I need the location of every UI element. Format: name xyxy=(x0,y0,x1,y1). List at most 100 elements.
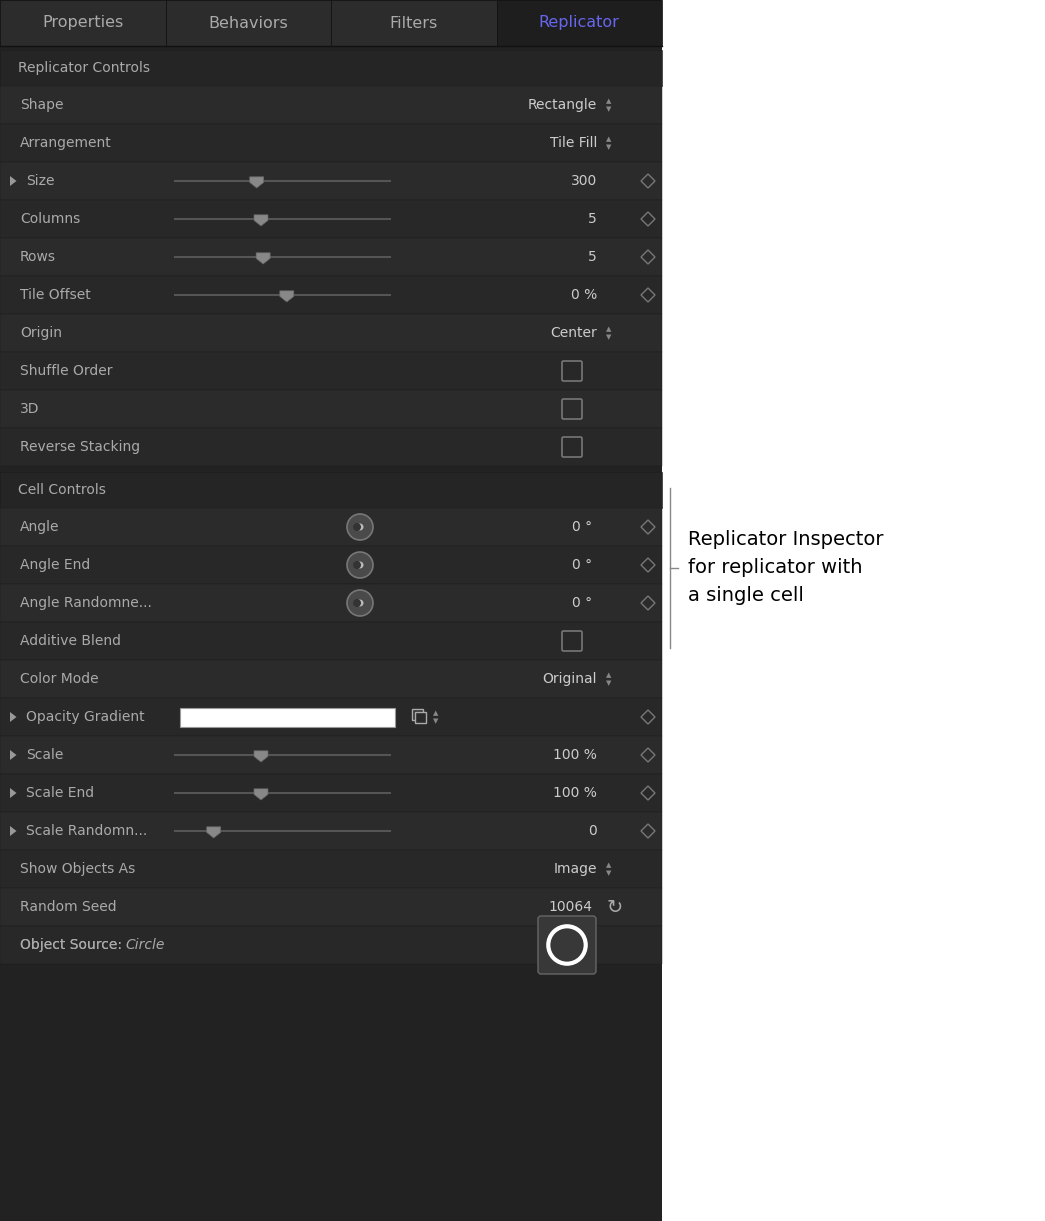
FancyBboxPatch shape xyxy=(412,708,423,719)
Polygon shape xyxy=(10,825,17,836)
Text: 3D: 3D xyxy=(20,402,40,416)
Text: Center: Center xyxy=(551,326,597,339)
FancyBboxPatch shape xyxy=(0,698,661,736)
FancyBboxPatch shape xyxy=(331,0,496,46)
Polygon shape xyxy=(280,291,294,302)
FancyBboxPatch shape xyxy=(0,85,661,125)
Text: Origin: Origin xyxy=(20,326,62,339)
Polygon shape xyxy=(207,827,220,838)
Text: Rows: Rows xyxy=(20,250,56,264)
FancyBboxPatch shape xyxy=(0,238,661,276)
Text: Color Mode: Color Mode xyxy=(20,672,98,686)
FancyBboxPatch shape xyxy=(0,736,661,774)
Text: Replicator Controls: Replicator Controls xyxy=(18,61,150,74)
FancyBboxPatch shape xyxy=(0,584,661,621)
Text: Scale: Scale xyxy=(26,748,64,762)
FancyBboxPatch shape xyxy=(0,314,661,352)
Text: Object Source:: Object Source: xyxy=(20,938,126,952)
FancyBboxPatch shape xyxy=(415,712,426,723)
Circle shape xyxy=(347,552,373,578)
FancyBboxPatch shape xyxy=(0,50,661,85)
FancyBboxPatch shape xyxy=(538,916,596,974)
FancyBboxPatch shape xyxy=(0,0,165,46)
Text: ↻: ↻ xyxy=(607,897,623,917)
Polygon shape xyxy=(254,751,268,762)
Text: Original: Original xyxy=(542,672,597,686)
Polygon shape xyxy=(10,176,17,186)
FancyBboxPatch shape xyxy=(0,276,661,314)
Text: Random Seed: Random Seed xyxy=(20,900,117,915)
FancyBboxPatch shape xyxy=(0,546,661,584)
Text: ▲: ▲ xyxy=(434,709,439,716)
FancyBboxPatch shape xyxy=(0,661,661,698)
Text: Angle: Angle xyxy=(20,520,60,534)
Text: ▲: ▲ xyxy=(606,862,611,868)
Text: Columns: Columns xyxy=(20,212,80,226)
Text: ▲: ▲ xyxy=(606,672,611,678)
Text: Scale Randomn...: Scale Randomn... xyxy=(26,824,147,838)
FancyBboxPatch shape xyxy=(0,850,661,888)
FancyBboxPatch shape xyxy=(0,888,661,926)
Circle shape xyxy=(356,524,364,530)
FancyBboxPatch shape xyxy=(0,352,661,389)
Circle shape xyxy=(353,560,361,569)
Text: Replicator: Replicator xyxy=(539,16,620,31)
Text: ▲: ▲ xyxy=(606,98,611,104)
FancyBboxPatch shape xyxy=(0,926,661,965)
FancyBboxPatch shape xyxy=(0,774,661,812)
Text: Arrangement: Arrangement xyxy=(20,136,112,150)
Polygon shape xyxy=(10,750,17,759)
Text: ▲: ▲ xyxy=(606,326,611,332)
Text: Opacity Gradient: Opacity Gradient xyxy=(26,709,144,724)
Text: Cell Controls: Cell Controls xyxy=(18,484,106,497)
Text: 0 %: 0 % xyxy=(571,288,597,302)
FancyBboxPatch shape xyxy=(0,0,661,1221)
Text: ▼: ▼ xyxy=(606,680,611,686)
FancyBboxPatch shape xyxy=(661,0,1045,1221)
Polygon shape xyxy=(250,177,263,188)
Text: Angle Randomne...: Angle Randomne... xyxy=(20,596,152,610)
Text: ▼: ▼ xyxy=(606,335,611,339)
Circle shape xyxy=(356,600,364,607)
Text: Angle End: Angle End xyxy=(20,558,90,571)
Text: ▼: ▼ xyxy=(434,718,439,724)
FancyBboxPatch shape xyxy=(0,429,661,466)
Text: Properties: Properties xyxy=(42,16,123,31)
Polygon shape xyxy=(254,215,268,226)
FancyBboxPatch shape xyxy=(0,621,661,661)
Text: Shape: Shape xyxy=(20,98,64,112)
Text: Rectangle: Rectangle xyxy=(528,98,597,112)
Text: Tile Fill: Tile Fill xyxy=(550,136,597,150)
Text: ▼: ▼ xyxy=(606,106,611,112)
Text: Replicator Inspector
for replicator with
a single cell: Replicator Inspector for replicator with… xyxy=(688,530,883,606)
Text: ▼: ▼ xyxy=(606,871,611,875)
Polygon shape xyxy=(254,789,268,800)
Text: 0 °: 0 ° xyxy=(572,520,593,534)
Text: Reverse Stacking: Reverse Stacking xyxy=(20,440,140,454)
FancyBboxPatch shape xyxy=(0,812,661,850)
Text: 0 °: 0 ° xyxy=(572,596,593,610)
Circle shape xyxy=(356,562,364,569)
Text: Image: Image xyxy=(554,862,597,875)
Polygon shape xyxy=(10,788,17,799)
FancyBboxPatch shape xyxy=(496,0,661,46)
Text: 100 %: 100 % xyxy=(553,786,597,800)
FancyBboxPatch shape xyxy=(0,508,661,546)
Text: 300: 300 xyxy=(571,175,597,188)
FancyBboxPatch shape xyxy=(0,200,661,238)
Text: 5: 5 xyxy=(588,212,597,226)
FancyBboxPatch shape xyxy=(165,0,331,46)
Text: 100 %: 100 % xyxy=(553,748,597,762)
FancyBboxPatch shape xyxy=(0,473,661,508)
Text: 0 °: 0 ° xyxy=(572,558,593,571)
Polygon shape xyxy=(256,253,271,264)
Text: Show Objects As: Show Objects As xyxy=(20,862,135,875)
Text: ▲: ▲ xyxy=(606,136,611,142)
Text: Object Source:: Object Source: xyxy=(20,938,126,952)
Polygon shape xyxy=(10,712,17,722)
Circle shape xyxy=(353,523,361,531)
FancyBboxPatch shape xyxy=(0,125,661,162)
Text: Circle: Circle xyxy=(125,938,164,952)
Text: Shuffle Order: Shuffle Order xyxy=(20,364,113,379)
Text: Filters: Filters xyxy=(390,16,438,31)
